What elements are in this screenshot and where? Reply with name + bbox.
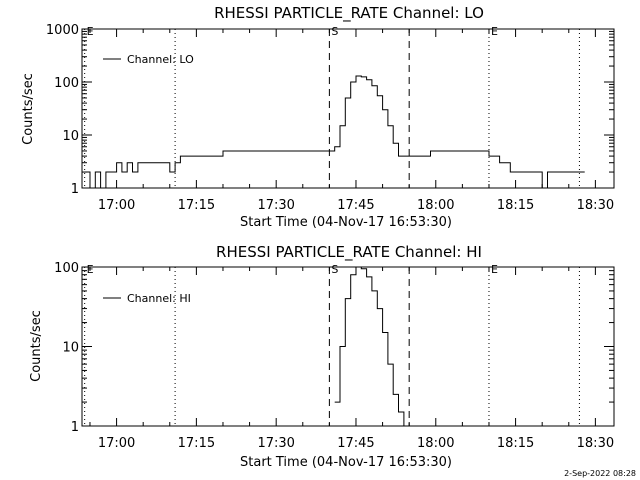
y-tick-label: 1 (71, 420, 79, 435)
y-tick-label: 10 (62, 129, 79, 144)
axis-ticks-lo: 17:00 17:15 17:30 17:45 18:00 18:15 18:30 1 10 10… (46, 23, 614, 213)
x-tick-label: 18:30 (577, 198, 614, 213)
time-marker-label: E (491, 25, 498, 38)
x-tick-label: 17:45 (337, 436, 374, 451)
y-axis-label-hi: Counts/sec (29, 310, 44, 382)
legend-hi: Channel: HI (103, 292, 191, 305)
y-tick-label: 10 (62, 341, 79, 356)
x-tick-label: 17:00 (98, 436, 135, 451)
y-tick-label: 100 (54, 76, 79, 91)
x-tick-label: 18:15 (497, 436, 534, 451)
x-tick-label: 17:45 (337, 198, 374, 213)
plot-frame-hi (81, 266, 615, 427)
x-tick-label: 17:15 (178, 198, 215, 213)
x-tick-label: 18:30 (577, 436, 614, 451)
chart-title-lo: RHESSI PARTICLE_RATE Channel: LO (214, 4, 484, 23)
y-tick-label: 1 (71, 182, 79, 197)
legend-label-lo: Channel: LO (127, 53, 194, 66)
time-marker-label: E (87, 25, 94, 38)
axis-ticks-hi: 17:00 17:15 17:30 17:45 18:00 18:15 18:30 1 10 10… (54, 261, 614, 451)
x-tick-label: 17:00 (98, 198, 135, 213)
chart-title-hi: RHESSI PARTICLE_RATE Channel: HI (216, 243, 482, 262)
panel-lo: RHESSI PARTICLE_RATE Channel: LO 17:00 17… (21, 4, 615, 230)
y-tick-label: 1000 (46, 23, 79, 38)
plot-frame-lo (81, 28, 615, 189)
time-marker-label: S (331, 25, 338, 38)
time-marker-label: E (491, 263, 498, 276)
x-tick-label: 17:15 (178, 436, 215, 451)
x-tick-label: 18:00 (417, 436, 454, 451)
time-marker-label: E (87, 263, 94, 276)
x-tick-label: 17:30 (257, 198, 294, 213)
legend-lo: Channel: LO (103, 53, 194, 66)
series-lines-lo (84, 75, 585, 189)
footer-timestamp: 2-Sep-2022 08:28 (564, 469, 636, 478)
x-axis-label-lo: Start Time (04-Nov-17 16:53:30) (240, 215, 452, 230)
y-tick-label: 100 (54, 261, 79, 276)
y-axis-label-lo: Counts/sec (21, 73, 36, 145)
panel-hi: RHESSI PARTICLE_RATE Channel: HI 17:00 17… (29, 243, 615, 470)
time-marker-label: S (331, 263, 338, 276)
x-axis-label-hi: Start Time (04-Nov-17 16:53:30) (240, 455, 452, 470)
legend-label-hi: Channel: HI (127, 292, 191, 305)
x-tick-label: 18:15 (497, 198, 534, 213)
x-tick-label: 18:00 (417, 198, 454, 213)
series-lines-hi (334, 266, 410, 427)
series-line (84, 75, 585, 189)
x-tick-label: 17:30 (257, 436, 294, 451)
series-line (334, 266, 410, 427)
